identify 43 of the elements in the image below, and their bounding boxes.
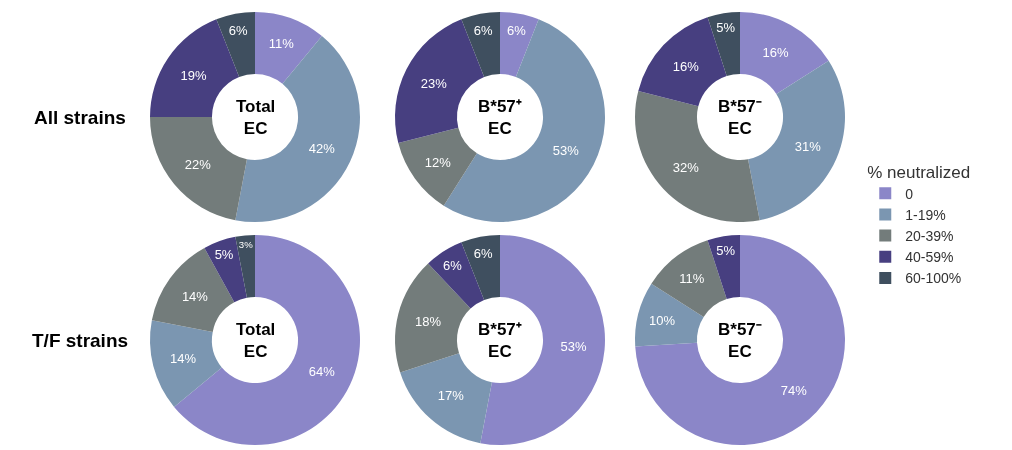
legend-label: 0 [905,185,914,202]
data-label: 17% [437,388,465,404]
data-label: 23% [420,75,448,91]
data-label: 42% [308,141,336,157]
data-label: 6% [506,22,527,38]
data-label: 53% [552,143,580,159]
slice-label: B*57⁺ EC [478,97,522,139]
data-label: 16% [672,58,700,74]
legend-label: 1-19% [905,206,946,223]
slice-label: Total EC [236,320,276,362]
data-label: 74% [780,383,808,399]
data-label: 6% [473,22,494,38]
data-label: 5% [716,242,736,258]
data-label: 18% [415,314,442,330]
data-label: 11% [679,270,705,286]
data-label: 3% [238,238,254,250]
data-label: 22% [184,156,212,172]
data-label: 14% [181,288,209,304]
slice-label: B*57⁻ EC [718,97,762,139]
data-label: 19% [180,67,208,83]
data-label: 10% [649,312,676,328]
data-label: 6% [473,245,494,261]
data-label: 31% [794,138,822,154]
legend-title: % neutralized [867,162,971,182]
data-label: 64% [308,364,336,380]
data-label: 12% [424,154,452,170]
slice-label: B*57⁻ EC [718,320,762,362]
legend-label: 40-59% [905,249,954,266]
slice-label: Total EC [236,97,276,139]
data-label: 32% [672,160,700,176]
data-label: 5% [716,19,736,35]
data-label: 5% [214,247,234,263]
slice-label: B*57⁺ EC [478,320,522,362]
data-label: 6% [443,257,463,273]
text: T/F strains [32,330,129,351]
text: All strains [34,107,126,128]
data-label: 53% [560,339,587,355]
data-label: 16% [762,44,789,60]
data-label: 6% [228,22,249,38]
data-label: 14% [170,350,197,366]
legend-label: 60-100% [905,270,962,287]
legend-label: 20-39% [905,228,954,245]
data-label: 11% [268,35,295,51]
